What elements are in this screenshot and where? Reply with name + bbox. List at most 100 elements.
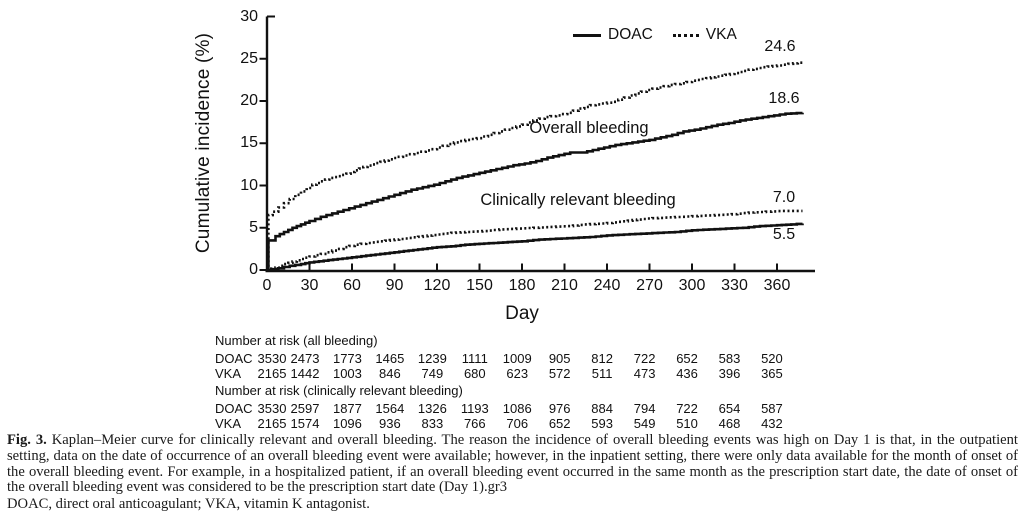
risk-row-label: VKA (215, 416, 242, 431)
figure-caption: Fig. 3. Kaplan–Meier curve for clinicall… (7, 432, 1018, 496)
end-label-vka-cr: 7.0 (772, 189, 796, 206)
risk-value: 1326 (417, 400, 447, 416)
x-tick-label: 270 (636, 277, 663, 294)
x-tick-label: 60 (343, 277, 361, 294)
risk-value: 706 (506, 416, 529, 431)
risk-value: 2597 (290, 400, 320, 416)
legend-label-doac: DOAC (608, 26, 653, 43)
risk-value: 572 (548, 366, 571, 381)
risk-value: 976 (548, 400, 571, 416)
y-tick-label: 0 (249, 261, 258, 278)
curve-doac-overall-bleeding (267, 111, 804, 272)
y-tick-label: 20 (240, 92, 258, 109)
y-tick-label: 5 (249, 218, 258, 236)
figure-caption-abbreviations: DOAC, direct oral anticoagulant; VKA, vi… (7, 496, 370, 512)
risk-value: 1564 (375, 400, 405, 416)
risk-value: 510 (676, 416, 698, 431)
risk-value: 1442 (290, 366, 320, 381)
risk-value: 905 (548, 350, 571, 366)
risk-value: 468 (718, 416, 741, 431)
risk-value: 549 (633, 416, 656, 431)
km-chart-canvas (259, 15, 815, 273)
risk-row-label: VKA (215, 366, 242, 381)
risk-value: 2473 (290, 350, 320, 366)
risk-value: 884 (591, 400, 613, 416)
figure-caption-label: Fig. 3. (7, 432, 47, 448)
risk-value: 1193 (460, 400, 489, 416)
risk-value: 722 (676, 400, 698, 416)
number-at-risk-tables: Number at risk (all bleeding) DOAC 3530 247… (215, 333, 783, 431)
risk-row-label: DOAC (215, 400, 253, 416)
end-label-vka-overall: 24.6 (764, 38, 796, 55)
risk-value: 1003 (332, 366, 362, 381)
x-tick-label: 120 (423, 277, 451, 294)
risk-value: 1111 (461, 350, 488, 366)
risk-value: 587 (761, 400, 783, 416)
risk-value: 583 (718, 350, 741, 366)
solid-line-icon (573, 33, 601, 37)
x-tick-label: 0 (262, 277, 272, 294)
risk-value: 812 (591, 350, 613, 366)
risk-value: 511 (591, 366, 613, 381)
end-label-doac-overall: 18.6 (768, 90, 800, 107)
risk-value: 365 (761, 366, 783, 381)
annotation-clinically-relevant-bleeding: Clinically relevant bleeding (480, 191, 676, 209)
y-axis-tick-labels: 0 5 10 15 20 25 30 (218, 0, 258, 330)
figure-caption-text: Kaplan–Meier curve for clinically releva… (7, 432, 1018, 496)
x-tick-label: 330 (721, 277, 748, 294)
risk-value: 680 (463, 366, 486, 381)
risk-table-title: Number at risk (clinically relevant blee… (215, 383, 463, 398)
x-tick-label: 210 (551, 277, 578, 294)
risk-value: 654 (718, 400, 741, 416)
risk-value: 936 (379, 416, 401, 431)
risk-value: 1465 (375, 350, 405, 366)
risk-value: 766 (463, 416, 486, 431)
risk-row-label: DOAC (215, 350, 253, 366)
risk-value: 2165 (257, 366, 287, 381)
risk-value: 432 (761, 416, 783, 431)
y-tick-label: 10 (240, 176, 258, 194)
risk-value: 1086 (502, 400, 532, 416)
curve-doac-clinically-relevant-bleeding (267, 222, 804, 272)
risk-value: 1239 (417, 350, 447, 366)
risk-value: 1096 (332, 416, 362, 431)
x-tick-label: 30 (300, 277, 319, 294)
legend-label-vka: VKA (705, 26, 737, 43)
x-tick-label: 360 (763, 277, 791, 294)
risk-value: 3530 (257, 400, 287, 416)
risk-value: 473 (633, 366, 656, 381)
risk-value: 1773 (332, 350, 362, 366)
y-tick-label: 25 (240, 49, 258, 67)
legend: DOAC VKA (573, 26, 737, 44)
risk-value: 794 (633, 400, 656, 416)
risk-value: 436 (676, 366, 698, 381)
risk-table-title: Number at risk (all bleeding) (215, 333, 378, 348)
y-tick-label: 15 (240, 134, 258, 152)
risk-value: 652 (676, 350, 698, 366)
x-tick-label: 240 (593, 277, 621, 294)
y-tick-label: 30 (240, 7, 258, 25)
legend-item-vka: VKA (672, 26, 737, 44)
x-tick-label: 300 (678, 277, 706, 294)
risk-value: 749 (421, 366, 444, 381)
risk-value: 520 (761, 350, 783, 366)
x-axis-tick-labels: 0 30 60 90 120 150 180 210 240 270 300 330 360 (262, 277, 791, 294)
risk-value: 1877 (332, 400, 362, 416)
x-tick-label: 180 (508, 277, 536, 294)
annotation-overall-bleeding: Overall bleeding (529, 119, 649, 137)
risk-value: 833 (421, 416, 444, 431)
legend-item-doac: DOAC (573, 26, 653, 44)
dotted-line-icon (672, 33, 699, 37)
risk-value: 3530 (257, 350, 287, 366)
x-tick-label: 150 (466, 277, 493, 294)
x-tick-label: 90 (385, 277, 404, 294)
risk-value: 722 (633, 350, 656, 366)
curve-vka-clinically-relevant-bleeding (267, 209, 803, 272)
risk-value: 846 (379, 366, 401, 381)
risk-value: 396 (718, 366, 741, 381)
risk-value: 1574 (290, 416, 320, 431)
risk-value: 652 (548, 416, 571, 431)
risk-value: 593 (591, 416, 613, 431)
end-label-doac-cr: 5.5 (772, 226, 796, 243)
